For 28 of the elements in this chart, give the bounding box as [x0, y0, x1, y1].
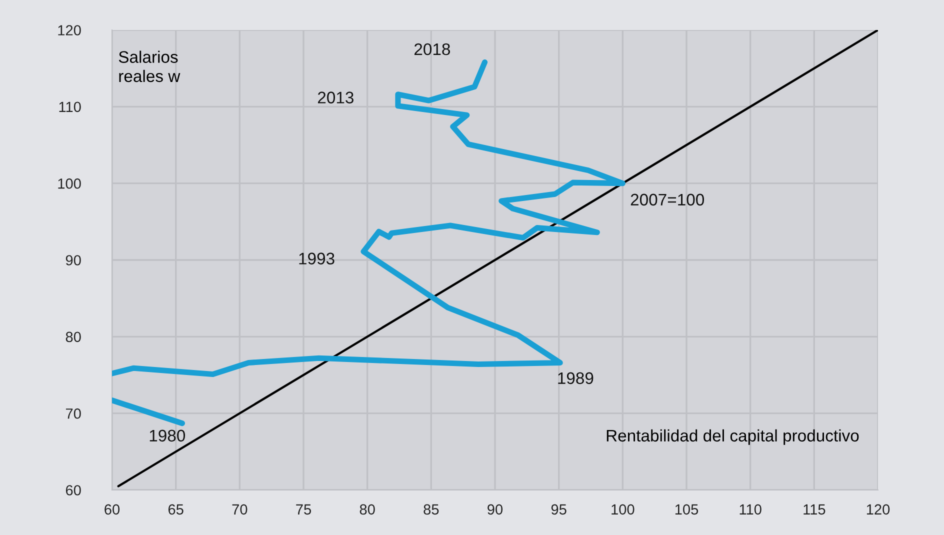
annotation: 2007=100 [630, 194, 704, 206]
x-tick-label: 75 [296, 504, 311, 515]
y-tick-label: 60 [66, 485, 81, 496]
x-tick-label: 105 [675, 504, 698, 515]
x-tick-label: 110 [740, 504, 762, 515]
y-tick-label: 80 [66, 332, 81, 342]
annotation: 1993 [299, 252, 334, 264]
x-tick-label: 95 [551, 504, 566, 515]
x-tick-label: 100 [612, 504, 634, 515]
x-tick-label: 115 [804, 504, 826, 515]
x-tick-label: 70 [232, 504, 248, 515]
x-axis-title: Rentabilidad del capital productivo [606, 429, 859, 445]
annotation: 2018 [414, 43, 450, 56]
x-tick-label: 120 [866, 504, 890, 515]
y-tick-label: 120 [58, 25, 81, 36]
y-tick-label: 70 [66, 408, 81, 419]
y-tick-label: 110 [59, 102, 81, 112]
y-axis-title: Salarios reales w [118, 50, 180, 82]
y-tick-label: 90 [66, 255, 81, 266]
x-tick-label: 85 [424, 504, 439, 515]
annotation: 1989 [558, 372, 594, 384]
annotation: 1980 [150, 430, 186, 442]
x-tick-label: 90 [488, 504, 503, 515]
x-tick-label: 80 [360, 504, 375, 515]
y-tick-label: 100 [58, 178, 81, 189]
x-tick-label: 60 [104, 504, 120, 515]
x-tick-label: 65 [168, 504, 184, 515]
annotation: 2013 [318, 92, 354, 104]
